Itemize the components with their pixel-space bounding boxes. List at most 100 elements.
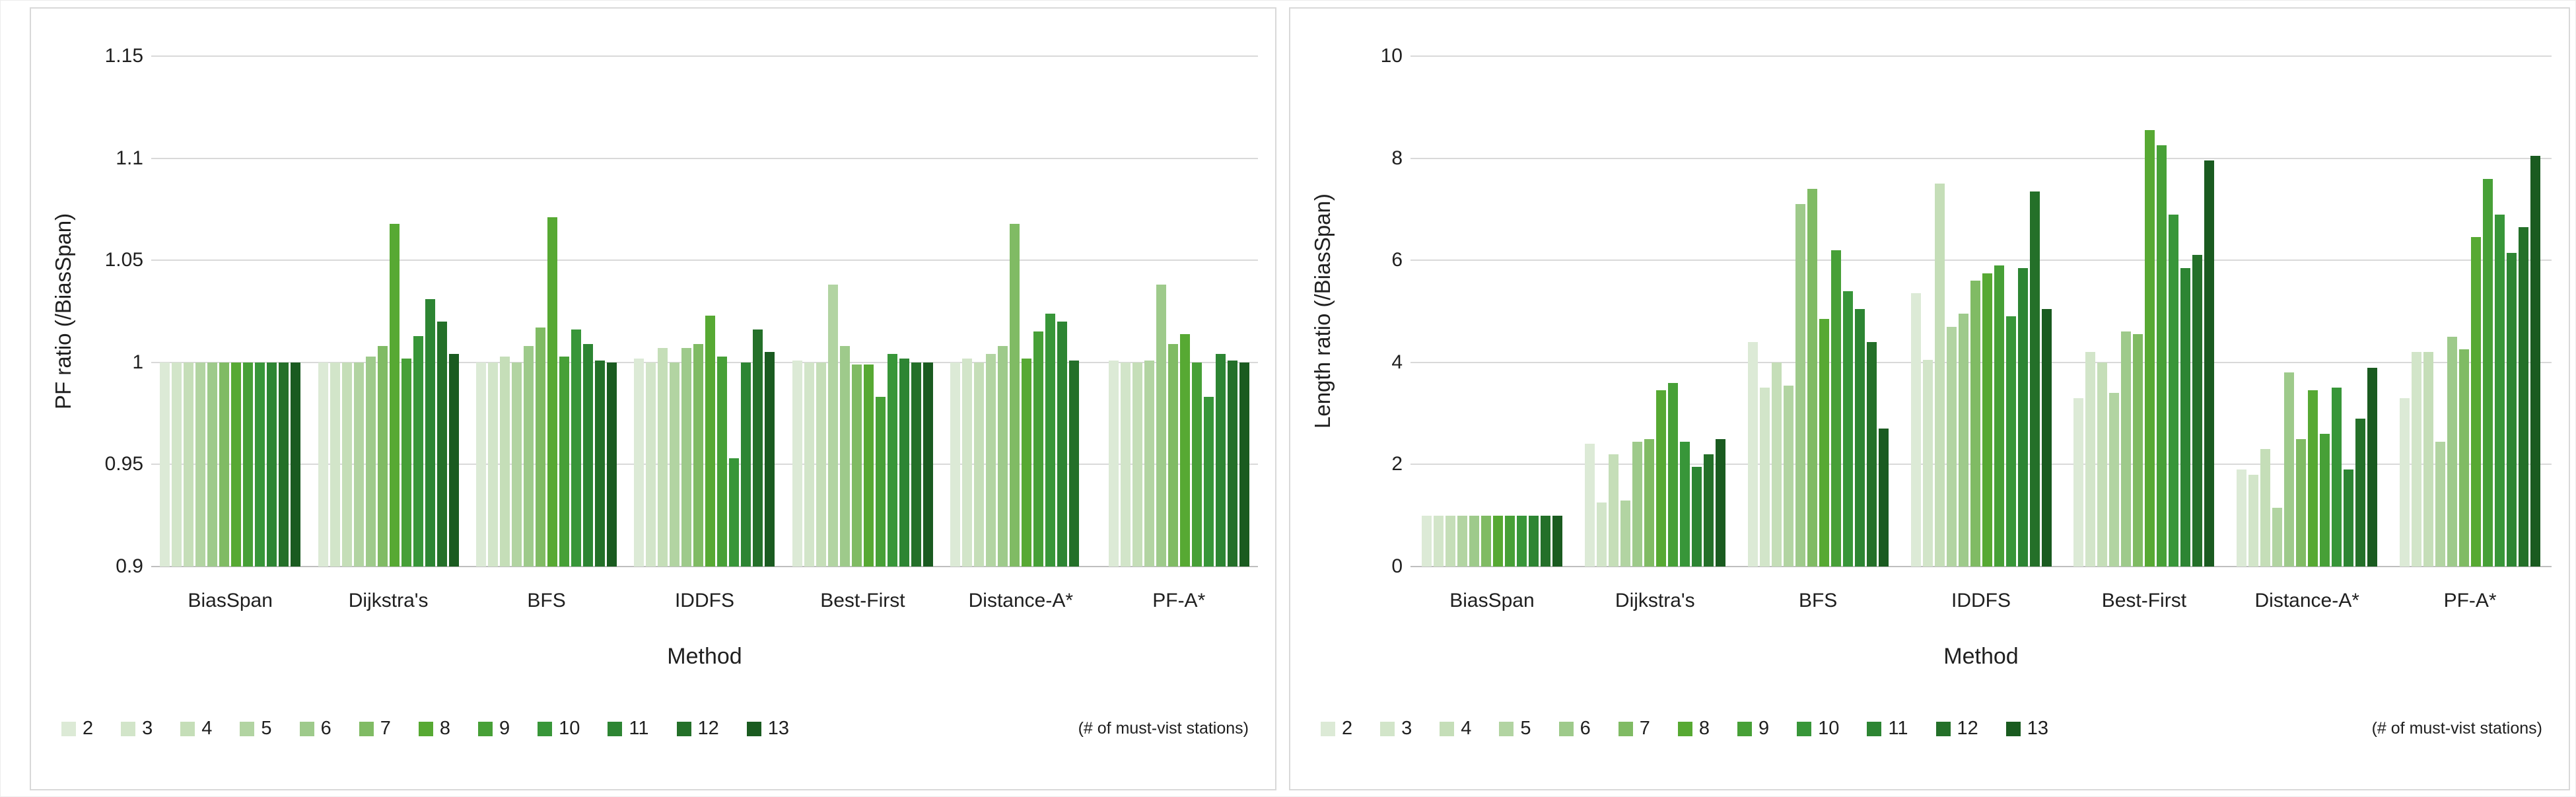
bar-group-pf-a- [2388,56,2552,567]
legend-swatch-icon [359,721,374,736]
bar-group-bfs [1737,56,1900,567]
bar [571,329,582,567]
bar [2029,191,2040,567]
bar [1132,362,1142,567]
legend-note: (# of must-vist stations) [2371,719,2542,738]
legend-swatch-icon [1867,721,1882,736]
legend-label: 4 [1461,718,1472,739]
legend-swatch-icon [1321,721,1335,736]
bar [827,285,838,567]
bar [741,362,751,567]
gridline [151,157,1258,159]
bar [2495,214,2505,567]
bar [377,346,388,567]
bar [1747,341,1758,567]
bar [1946,326,1957,567]
bar [1167,343,1178,567]
bar [1771,362,1782,567]
bar [2308,390,2318,567]
chart-panel-length-ratio: Length ratio (/BiasSpan) 0 2 4 6 8 10 BiasSpa… [1289,7,2570,790]
bar [436,321,447,567]
legend-label: 4 [201,718,213,739]
gridline [151,361,1258,363]
bar [2483,178,2493,567]
legend-swatch-icon [1935,721,1951,736]
legend-item: 12 [1935,718,1978,740]
bar [2204,160,2215,567]
legend-item: 5 [240,718,272,740]
bar [243,362,254,567]
bar-group-dijkstra-s [309,56,467,567]
bar [330,362,340,567]
bar [705,315,716,567]
y-tick-label: 1.05 [104,249,143,271]
legend-label: 13 [767,718,790,739]
bar [172,362,182,567]
bar [1492,515,1503,567]
bar [595,360,606,567]
legend-item: 5 [1499,718,1531,740]
y-tick-label: 0 [1391,555,1403,577]
bar [1120,362,1131,567]
bar [2109,393,2120,567]
legend-swatch-icon [676,721,691,736]
x-axis-title: Method [667,644,742,669]
bar [899,358,909,567]
bar [1994,265,2004,567]
bar [1655,390,1666,567]
legend-item: 10 [1797,718,1839,740]
bar [353,362,364,567]
bar [670,362,680,567]
bar [2145,130,2155,567]
legend-label: 6 [320,718,331,739]
legend-item: 3 [1380,718,1412,740]
bar [279,362,289,567]
bar [1807,188,1817,567]
legend-swatch-icon [1677,721,1692,736]
bar-group-best-first [784,56,942,567]
legend-swatch-icon [299,721,314,736]
legend-swatch-icon [240,721,255,736]
bar [1922,359,1933,567]
bar [547,217,558,567]
bar [1540,515,1550,567]
bar [1433,515,1444,567]
legend-item: 4 [180,718,212,740]
category-label: PF-A* [1152,590,1206,611]
bar [1457,515,1467,567]
bar [1057,321,1068,567]
bar-group-biasspan [1410,56,1574,567]
bar [1480,515,1491,567]
bar [559,356,570,567]
bar [998,346,1008,567]
legend-item: 8 [1677,718,1710,740]
legend-swatch-icon [1618,721,1633,736]
gridline [151,260,1258,261]
gridline [151,464,1258,466]
y-tick-label: 0.9 [116,555,143,577]
bar-group-dijkstra-s [1574,56,1737,567]
gridline [1410,361,2552,363]
y-tick-label: 1.1 [116,147,143,169]
legend-item: 9 [1737,718,1769,740]
bar [1528,515,1539,567]
category-axis: BiasSpan Dijkstra's BFS IDDFS Best-First Dist… [1410,590,2552,612]
bar [2237,469,2247,567]
legend-label: 7 [380,718,391,739]
bar [1910,293,1921,567]
bar [2332,388,2342,567]
bar [1191,362,1202,567]
bar [1239,362,1249,567]
legend-item: 2 [61,718,93,740]
legend-label: 5 [1520,718,1531,739]
y-tick-label: 8 [1391,147,1403,169]
legend-swatch-icon [1797,721,1812,736]
bar [318,362,328,567]
bar-group-iddfs [625,56,783,567]
bar [1516,515,1527,567]
bar [1679,441,1690,567]
bar-group-distance-a- [942,56,1099,567]
legend-item: 13 [746,718,790,740]
bar [1552,515,1562,567]
